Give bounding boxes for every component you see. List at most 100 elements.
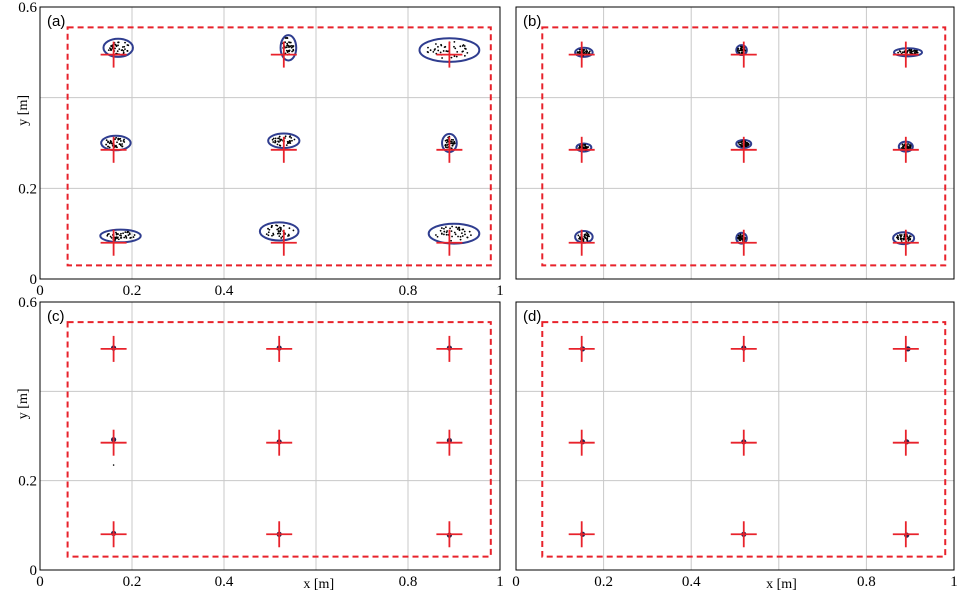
measurement-point: [121, 143, 124, 145]
measurement-point: [437, 45, 439, 48]
measurement-point: [126, 44, 129, 46]
measurement-point: [114, 47, 116, 50]
measurement-point: [276, 143, 279, 146]
x-tick-label: 0.4: [215, 283, 234, 299]
measurement-point: [132, 236, 135, 238]
panel-label: (c): [47, 308, 65, 325]
measurement-point: [446, 138, 448, 141]
measurement-point: [902, 237, 905, 240]
measurement-point: [577, 51, 580, 54]
measurement-point: [457, 226, 460, 229]
measurement-point: [736, 50, 739, 52]
measurement-point: [456, 50, 459, 53]
uncertainty-ellipse: [102, 37, 134, 58]
measurement-point: [738, 238, 741, 241]
measurement-point: [584, 145, 587, 148]
measurement-point: [133, 234, 136, 236]
measurement-point: [442, 50, 445, 52]
measurement-point: [453, 40, 456, 43]
uncertainty-ellipse: [575, 142, 593, 153]
measurement-point: [741, 140, 744, 143]
x-tick-label: 0.2: [123, 283, 142, 299]
x-tick-label: 0.4: [215, 574, 234, 590]
measurement-point: [457, 235, 459, 238]
measurement-point: [439, 51, 442, 54]
measurement-point: [741, 237, 744, 240]
x-tick-label: 0: [36, 574, 44, 590]
measurement-point: [292, 48, 295, 51]
measurement-point: [739, 236, 742, 239]
measurement-point: [265, 233, 268, 236]
measurement-point: [118, 143, 121, 145]
panel-d: 0 0.2 0.4 0.8 1 x [m] (d): [512, 301, 958, 592]
measurement-point: [450, 147, 453, 150]
measurement-point: [903, 233, 906, 236]
x-tick-label: 0.8: [399, 574, 418, 590]
measurement-point: [277, 227, 280, 230]
measurement-point: [462, 50, 464, 53]
measurement-point: [276, 232, 279, 235]
measurement-point: [446, 230, 449, 232]
measurement-point: [125, 235, 127, 238]
measurement-point: [454, 233, 457, 236]
measurement-point: [909, 238, 912, 241]
measurement-point: [903, 235, 906, 238]
measurement-point: [117, 233, 119, 235]
measurement-point: [284, 37, 287, 39]
measurement-point: [290, 137, 293, 139]
boundary-rect: [66, 26, 492, 267]
measurement-point: [452, 143, 455, 145]
measurement-point: [267, 231, 270, 234]
measurement-point: [270, 225, 273, 227]
measurement-point: [588, 235, 591, 238]
measurement-point: [115, 233, 118, 236]
measurement-point: [287, 44, 290, 47]
measurement-point: [739, 233, 742, 236]
measurement-point: [124, 41, 126, 44]
measurement-point: [450, 142, 453, 145]
measurement-point: [272, 137, 275, 140]
x-tick-label: 1: [496, 283, 504, 299]
measurement-point: [288, 49, 291, 52]
measurement-point: [286, 140, 289, 143]
x-tick-label: 0: [512, 574, 520, 590]
uncertainty-ellipse: [258, 221, 300, 242]
measurement-point: [124, 231, 127, 233]
measurement-point: [287, 235, 289, 237]
measurement-point: [897, 236, 900, 239]
boundary-rect: [541, 321, 947, 558]
measurement-point: [288, 45, 291, 48]
measurement-point: [907, 239, 910, 242]
measurement-point: [114, 138, 116, 141]
measurement-point: [582, 146, 585, 149]
measurement-point: [435, 43, 437, 45]
measurement-point: [278, 135, 281, 138]
measurement-point: [451, 235, 453, 238]
measurement-point: [585, 231, 588, 234]
uncertainty-ellipse: [735, 231, 748, 245]
measurement-point: [584, 50, 587, 53]
measurement-point: [292, 229, 295, 232]
measurement-point: [271, 138, 274, 141]
measurement-point: [461, 228, 464, 231]
measurement-point: [426, 50, 429, 53]
measurement-point: [110, 141, 113, 143]
measurement-point: [440, 44, 443, 47]
measurement-point: [106, 233, 109, 236]
measurement-point: [584, 237, 587, 240]
measurement-point: [451, 144, 454, 147]
axes-frame: [39, 6, 501, 280]
measurement-point: [110, 236, 113, 239]
measurement-point: [268, 228, 271, 231]
measurement-point: [466, 51, 469, 54]
measurement-point: [121, 46, 124, 48]
measurement-point: [737, 237, 739, 240]
axes-frame: [515, 301, 955, 571]
measurement-point: [120, 49, 123, 52]
y-tick-label: 0: [30, 272, 38, 288]
measurement-point: [450, 56, 453, 59]
measurement-point: [745, 145, 748, 148]
measurement-point: [459, 45, 462, 48]
measurement-point: [272, 233, 275, 236]
